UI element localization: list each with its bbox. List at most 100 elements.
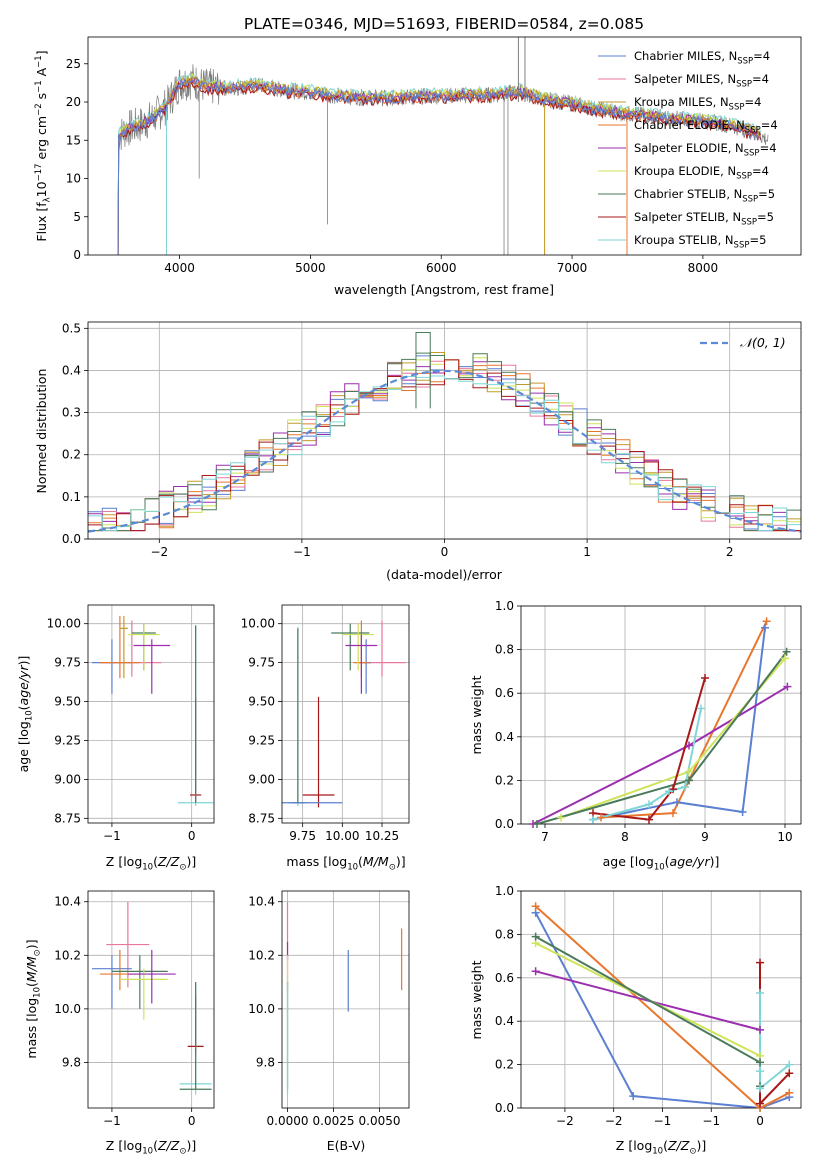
axes-frame: [87, 890, 215, 1109]
axes-frame: [281, 890, 410, 1109]
legend-label-salpeter_elodie: Salpeter ELODIE, NSSP=4: [634, 141, 777, 159]
x-tick-label: 9: [701, 830, 709, 844]
y-axis-label: mass weight: [469, 675, 484, 754]
axes-frame: [87, 321, 802, 540]
series-marker-chabrier_miles: [629, 1092, 638, 1101]
axes-spectrum: 4000 5000 6000 7000 8000 0 5 10 15 20 25: [66, 36, 802, 275]
series-line-salpeter_stelib: [592, 677, 706, 821]
series-marker-salpeter_stelib: [756, 1099, 765, 1108]
y-tick-label: 0.2: [495, 773, 514, 787]
series-marker-chabrier_elodie: [785, 1088, 794, 1097]
y-tick-label: 0.3: [62, 406, 81, 420]
series-marker-salpeter_elodie: [783, 682, 792, 691]
y-tick-label: 0.0: [495, 817, 514, 831]
series-marker-chabrier_stelib: [756, 1058, 765, 1067]
y-tick-label: 9.25: [248, 733, 275, 747]
y-tick-label: 9.50: [248, 695, 275, 709]
axes-frame: [281, 604, 410, 824]
y-tick-label: 9.50: [54, 695, 81, 709]
y-tick-label: 20: [66, 95, 81, 109]
y-tick-label: 9.75: [248, 656, 275, 670]
x-tick-label: 0.0025: [313, 1114, 355, 1128]
x-tick-label: 9.75: [289, 829, 316, 843]
series-marker-kroupa_stelib: [785, 1060, 794, 1069]
y-tick-label: 0.0: [62, 532, 81, 546]
x-tick-label: 10: [777, 830, 792, 844]
x-tick-label: 4000: [164, 261, 195, 275]
y-tick-label: 1.0: [495, 884, 514, 898]
legend-label-chabrier_stelib: Chabrier STELIB, NSSP=5: [634, 187, 775, 205]
series-line-chabrier_miles: [592, 627, 766, 821]
series-marker-kroupa_elodie: [781, 654, 789, 663]
series-line-chabrier_miles: [534, 912, 790, 1108]
histogram-peak-bin: [415, 332, 431, 409]
legend-label-chabrier_elodie: Chabrier ELODIE, NSSP=4: [634, 118, 778, 136]
series-marker-salpeter_elodie: [531, 967, 540, 976]
y-axis-label: Normed distribution: [34, 369, 49, 494]
x-tick-label: 6000: [426, 261, 457, 275]
x-tick-label: −1: [103, 829, 121, 843]
x-tick-label: −2: [605, 1114, 623, 1128]
y-tick-label: 0.4: [495, 1014, 514, 1028]
series-marker-kroupa_stelib: [756, 988, 765, 997]
x-tick-label: 8: [621, 830, 629, 844]
x-tick-label: 0: [441, 545, 449, 559]
y-tick-label: 0.8: [495, 643, 514, 657]
series-marker-chabrier_elodie: [597, 813, 605, 822]
axes-mass_vs_ebv: 0.0000 0.0025 0.0050 9.8 10.0 10.2 10.4: [248, 890, 410, 1128]
x-axis-label: age [log10(age/yr)]: [603, 854, 720, 873]
y-tick-label: 10.4: [248, 895, 275, 909]
x-tick-label: −2: [556, 1114, 574, 1128]
x-tick-label: 8000: [688, 261, 719, 275]
legend-label-salpeter_stelib: Salpeter STELIB, NSSP=5: [634, 210, 774, 228]
x-tick-label: 10.00: [325, 829, 359, 843]
x-tick-label: 0: [756, 1114, 764, 1128]
y-tick-label: 0.4: [62, 363, 81, 377]
y-axis-label: mass weight: [469, 960, 484, 1039]
series-marker-kroupa_stelib: [756, 1084, 765, 1093]
y-tick-label: 0.2: [495, 1058, 514, 1072]
y-tick-label: 0.8: [495, 927, 514, 941]
model-spectrum-chabrier_miles: [117, 78, 761, 255]
y-tick-label: 10.0: [54, 1002, 81, 1016]
y-tick-label: 1.0: [495, 599, 514, 613]
y-tick-label: 0.6: [495, 686, 514, 700]
legend-label-salpeter_miles: Salpeter MILES, NSSP=4: [634, 72, 769, 90]
x-axis-label: Z [log10(Z/Z⊙)]: [106, 854, 196, 873]
x-tick-label: 7000: [557, 261, 588, 275]
y-tick-label: 5: [73, 210, 81, 224]
axes-massweight_vs_age: 7 8 9 10 0.0 0.2 0.4 0.6 0.8 1.0: [495, 599, 802, 844]
series-marker-salpeter_stelib: [756, 958, 765, 967]
y-tick-label: 10.4: [54, 895, 81, 909]
x-tick-label: 0: [188, 1114, 196, 1128]
plot-area-age_vs_mass: [282, 620, 406, 808]
y-tick-label: 25: [66, 57, 81, 71]
series-marker-kroupa_elodie: [557, 813, 565, 822]
series-marker-kroupa_stelib: [681, 782, 689, 791]
x-tick-label: 1: [583, 545, 591, 559]
series-marker-chabrier_stelib: [782, 647, 791, 656]
x-tick-label: 0.0050: [359, 1114, 401, 1128]
y-tick-label: 0.4: [495, 730, 514, 744]
series-marker-kroupa_stelib: [645, 800, 653, 809]
y-tick-label: 8.75: [248, 811, 275, 825]
axes-residuals: −2 −1 0 1 2 0.0 0.1 0.2 0.3 0.4 0.5: [62, 321, 802, 559]
series-marker-chabrier_stelib: [533, 820, 541, 828]
series-marker-chabrier_miles: [761, 623, 769, 632]
y-tick-label: 9.8: [256, 1055, 275, 1069]
y-tick-label: 10.00: [47, 617, 81, 631]
plot-area-mass_vs_ebv: [286, 901, 403, 1095]
series-marker-chabrier_elodie: [669, 809, 677, 818]
x-tick-label: −1: [654, 1114, 672, 1128]
axes-frame: [520, 890, 802, 1109]
x-tick-label: 2: [726, 545, 734, 559]
y-tick-label: 15: [66, 133, 81, 147]
series-marker-kroupa_stelib: [756, 1067, 765, 1076]
histogram-kroupa_stelib: [88, 375, 801, 532]
x-tick-label: 5000: [295, 261, 326, 275]
x-tick-label: 0: [188, 829, 196, 843]
y-tick-label: 9.00: [248, 772, 275, 786]
x-axis-label: Z [log10(Z/Z⊙)]: [106, 1138, 196, 1157]
figure-title: PLATE=0346, MJD=51693, FIBERID=0584, z=0…: [244, 15, 644, 33]
